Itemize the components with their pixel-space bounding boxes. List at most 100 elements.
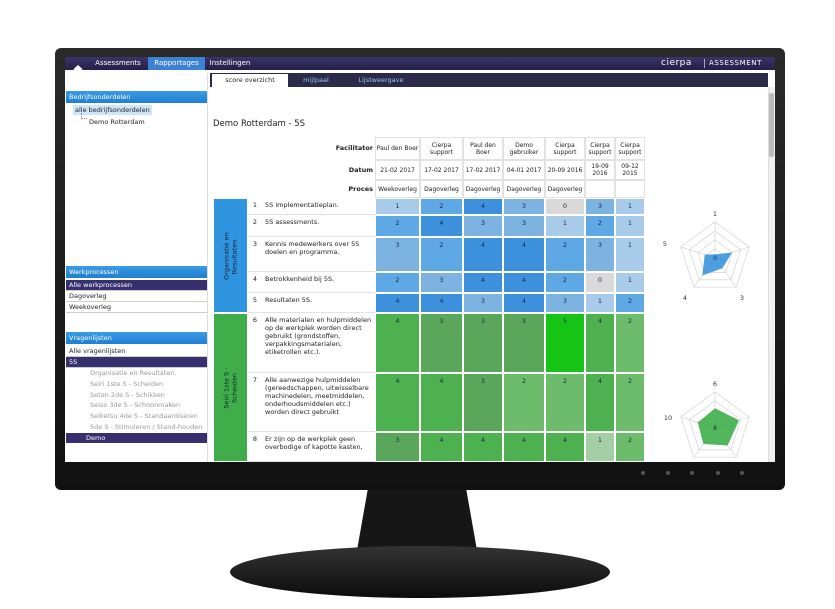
score-cell[interactable]: 3 [463, 293, 503, 313]
tab[interactable]: Lijstweergave [358, 76, 404, 84]
sidebar-subitem[interactable]: Seiso 3de S - Schoonmaken [90, 401, 181, 410]
score-cell[interactable]: 4 [503, 293, 545, 313]
score-cell[interactable]: 3 [503, 313, 545, 373]
score-cell[interactable]: 4 [545, 432, 585, 462]
score-cell[interactable]: 1 [615, 198, 645, 215]
sidebar-subitem[interactable]: Seiri 1ste S - Scheiden [90, 379, 164, 388]
score-cell[interactable]: 4 [420, 215, 463, 237]
nav-item[interactable]: Assessments [95, 59, 141, 67]
header-cell: Dagoverleg [503, 180, 545, 198]
score-cell[interactable]: 3 [585, 237, 615, 272]
header-cell: Cierpa support [615, 137, 645, 160]
score-cell[interactable]: 4 [463, 272, 503, 293]
score-cell[interactable]: 4 [585, 313, 615, 373]
score-cell[interactable]: 3 [503, 198, 545, 215]
score-cell[interactable]: 4 [420, 373, 463, 432]
section-header: Vragenlijsten [66, 332, 207, 344]
tab[interactable]: score overzicht [212, 74, 288, 87]
score-cell[interactable]: 2 [375, 272, 420, 293]
score-cell[interactable]: 2 [585, 215, 615, 237]
scrollbar-thumb[interactable] [769, 93, 774, 157]
score-cell[interactable]: 4 [503, 237, 545, 272]
score-cell[interactable]: 3 [420, 272, 463, 293]
score-cell[interactable]: 3 [375, 237, 420, 272]
score-cell[interactable]: 4 [375, 373, 420, 432]
sidebar-subitem[interactable]: Seton 2de S - Schikken [90, 390, 165, 399]
radar-ring [680, 221, 750, 288]
score-cell[interactable]: 3 [463, 313, 503, 373]
score-cell[interactable]: 1 [615, 237, 645, 272]
sidebar-subitem[interactable]: Demo [66, 432, 207, 444]
tab[interactable]: mijlpaal [303, 76, 329, 84]
sidebar-subitem[interactable]: Organisatie en Resultaten. [90, 369, 177, 377]
radar-ring [688, 400, 742, 451]
score-cell[interactable]: 0 [585, 272, 615, 293]
score-cell[interactable]: 2 [545, 272, 585, 293]
score-cell[interactable]: 4 [585, 373, 615, 432]
header-label: Facilitator [335, 144, 373, 152]
score-cell[interactable]: 1 [585, 432, 615, 462]
nav-item[interactable]: Rapportages [148, 57, 205, 70]
score-cell[interactable]: 3 [463, 373, 503, 432]
score-cell[interactable]: 2 [420, 237, 463, 272]
score-cell[interactable]: 2 [545, 237, 585, 272]
score-cell[interactable]: 4 [463, 237, 503, 272]
score-cell[interactable]: 2 [615, 313, 645, 373]
score-cell[interactable]: 4 [375, 313, 420, 373]
score-cell[interactable]: 2 [615, 432, 645, 462]
score-cell[interactable]: 1 [375, 198, 420, 215]
sidebar-subitem[interactable]: Seiketsu 4de S - Standaardiseren [90, 412, 198, 421]
score-cell[interactable]: 3 [503, 215, 545, 237]
sidebar-item[interactable]: Dagoverleg [66, 291, 207, 302]
tree-line [81, 113, 87, 119]
score-cell[interactable]: 2 [615, 373, 645, 432]
score-cell[interactable]: 2 [420, 198, 463, 215]
score-cell[interactable]: 4 [420, 293, 463, 313]
group-cell: Seiri 1ste S - Scheiden [213, 313, 248, 462]
sidebar-subitem[interactable]: 5de S - Stimuleren / Stand-houden [90, 423, 203, 431]
sidebar-item[interactable]: 5S [66, 357, 207, 368]
question-text: 5S assessments. [262, 215, 375, 237]
home-icon[interactable] [73, 59, 83, 74]
score-cell[interactable]: 2 [615, 293, 645, 313]
header-cell: Dagoverleg [420, 180, 463, 198]
score-cell[interactable]: 1 [585, 293, 615, 313]
sidebar-item[interactable]: alle bedrijfsonderdelen [73, 105, 152, 115]
monitor-base [230, 546, 610, 598]
score-cell[interactable]: 4 [463, 198, 503, 215]
sidebar-item[interactable]: Demo Rotterdam [89, 118, 145, 126]
score-cell[interactable]: 3 [545, 293, 585, 313]
score-cell[interactable]: 4 [503, 272, 545, 293]
score-cell[interactable]: 4 [463, 432, 503, 462]
score-cell[interactable]: 4 [420, 432, 463, 462]
question-text: Resultaten 5S. [262, 293, 375, 313]
score-cell[interactable]: 4 [503, 432, 545, 462]
home-glyph [73, 65, 83, 74]
question-number: 8 [248, 432, 262, 462]
radar-axis-label: 6 [713, 380, 717, 388]
score-cell[interactable]: 4 [375, 293, 420, 313]
question-text: Kennis medewerkers over 5S doelen en pro… [262, 237, 375, 272]
score-cell[interactable]: 2 [375, 215, 420, 237]
score-cell[interactable]: 5 [545, 313, 585, 373]
score-cell[interactable]: 3 [463, 215, 503, 237]
score-cell[interactable]: 1 [615, 215, 645, 237]
radar-axis-label: 10 [664, 414, 672, 422]
score-cell[interactable]: 3 [420, 313, 463, 373]
score-cell[interactable]: 0 [545, 198, 585, 215]
sidebar-item[interactable]: Alle vragenlijsten [66, 346, 207, 357]
nav-item[interactable]: Instellingen [209, 59, 251, 67]
score-cell[interactable]: 1 [615, 272, 645, 293]
score-cell[interactable]: 3 [585, 198, 615, 215]
score-cell[interactable]: 2 [503, 373, 545, 432]
sidebar-item[interactable]: Alle werkprocessen [66, 280, 207, 291]
question-text: Alle aanwezige hulpmiddelen (gereedschap… [262, 373, 375, 432]
radar-axis-label: 4 [683, 294, 687, 302]
score-cell[interactable]: 2 [545, 373, 585, 432]
header-cell: Cierpa support [585, 137, 615, 160]
score-cell[interactable]: 1 [545, 215, 585, 237]
radar-ring [680, 391, 750, 458]
tab-bar [210, 73, 768, 87]
score-cell[interactable]: 3 [375, 432, 420, 462]
sidebar-item[interactable]: Weekoverleg [66, 302, 207, 313]
